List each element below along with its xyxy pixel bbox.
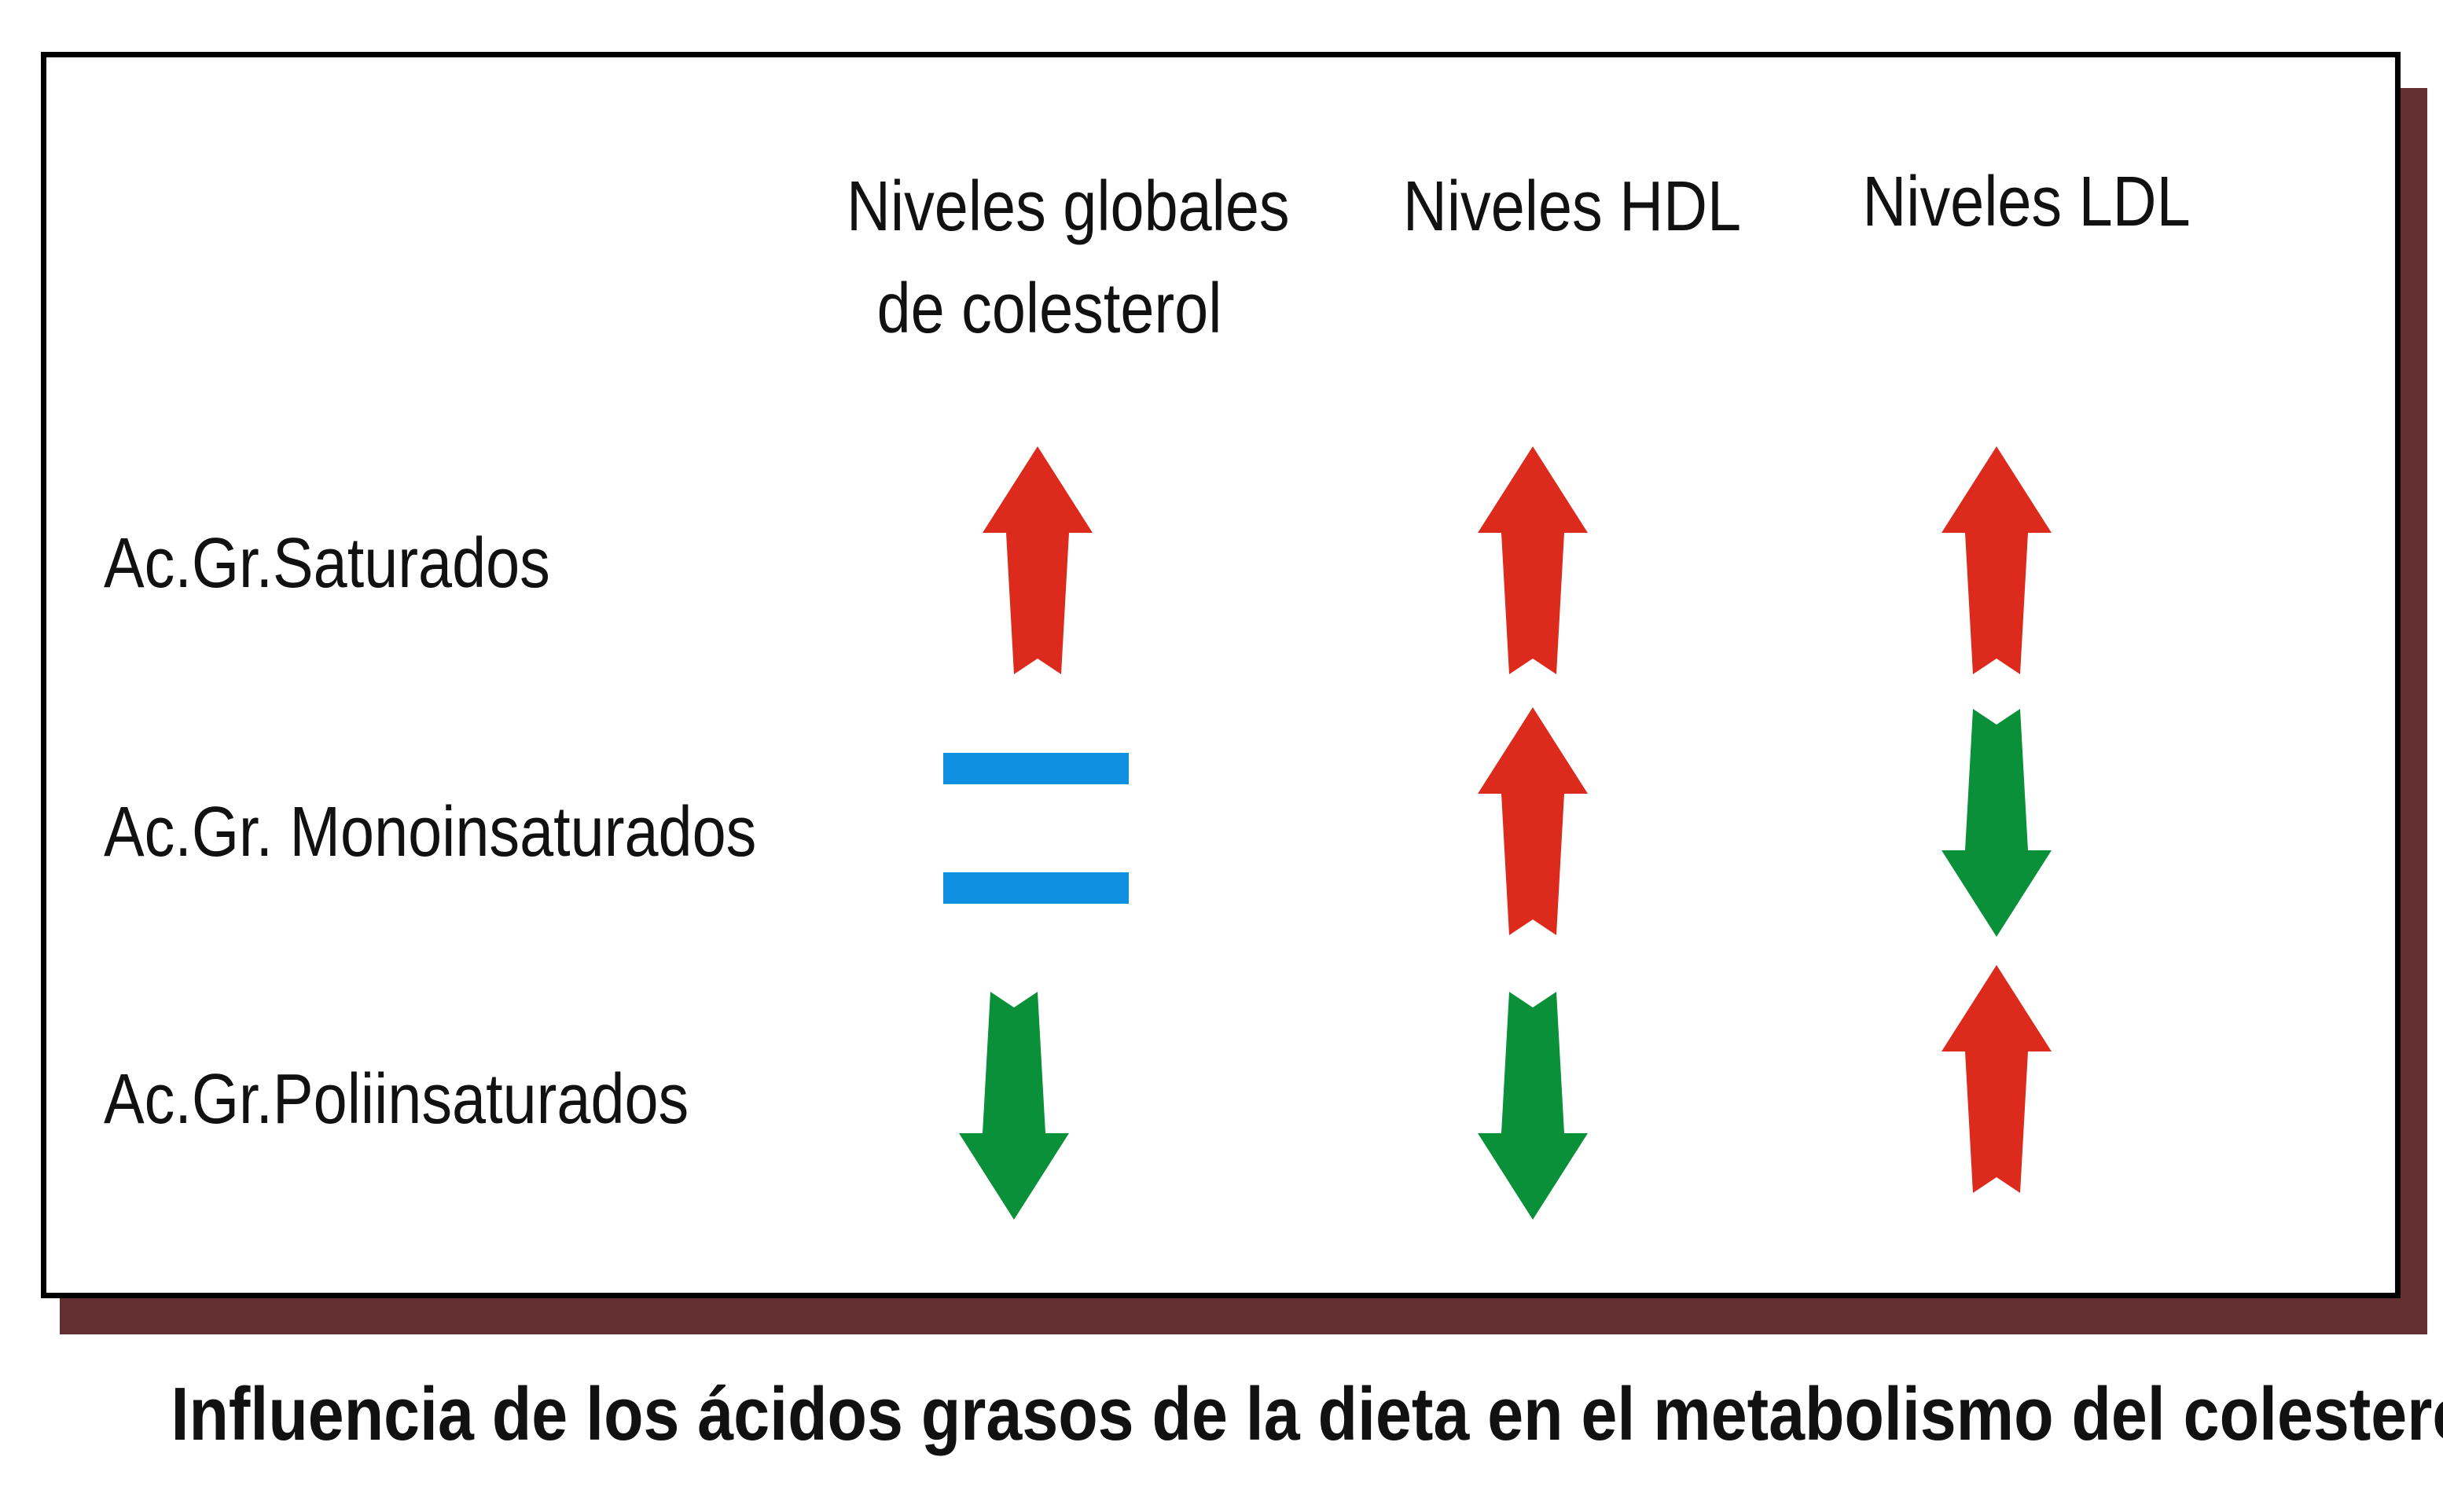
column-header-hdl: Niveles HDL bbox=[1369, 156, 1775, 258]
down-arrow-icon bbox=[959, 992, 1069, 1220]
column-header-global-line1: Niveles globales bbox=[847, 167, 1290, 246]
row-label-monoinsaturados: Ac.Gr. Monoinsaturados bbox=[104, 793, 757, 872]
equal-sign-top-bar bbox=[943, 753, 1129, 784]
down-arrow-icon bbox=[1478, 992, 1588, 1220]
down-arrow-icon bbox=[1942, 709, 2052, 937]
figure-caption: Influencia de los ácidos grasos de la di… bbox=[171, 1372, 2443, 1456]
column-header-ldl: Niveles LDL bbox=[1824, 151, 2229, 253]
up-arrow-icon bbox=[1942, 965, 2052, 1193]
column-header-global: Niveles globales de colesterol bbox=[847, 156, 1290, 360]
row-label-poliinsaturados: Ac.Gr.Poliinsaturados bbox=[104, 1060, 689, 1139]
equal-sign-bottom-bar bbox=[943, 872, 1129, 904]
column-header-ldl-line1: Niveles LDL bbox=[1862, 163, 2191, 241]
up-arrow-icon bbox=[1942, 446, 2052, 674]
up-arrow-icon bbox=[1478, 707, 1588, 935]
up-arrow-icon bbox=[983, 446, 1093, 674]
column-header-hdl-line1: Niveles HDL bbox=[1402, 167, 1742, 246]
column-header-global-line2: de colesterol bbox=[876, 270, 1222, 348]
up-arrow-icon bbox=[1478, 446, 1588, 674]
row-label-saturados: Ac.Gr.Saturados bbox=[104, 524, 550, 603]
